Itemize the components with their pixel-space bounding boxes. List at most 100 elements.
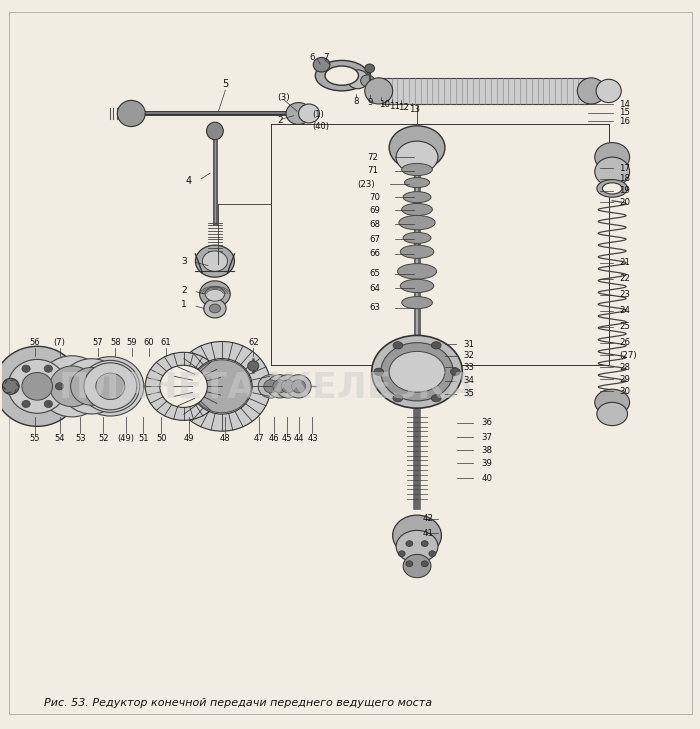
Ellipse shape (206, 122, 223, 140)
Text: 38: 38 (482, 446, 493, 455)
Text: 2: 2 (181, 286, 187, 295)
Ellipse shape (0, 346, 80, 426)
Ellipse shape (396, 531, 438, 562)
Ellipse shape (286, 103, 311, 125)
Text: (27): (27) (620, 351, 637, 359)
Text: 42: 42 (422, 514, 433, 523)
Ellipse shape (402, 297, 433, 309)
Ellipse shape (431, 342, 441, 349)
Text: 7: 7 (323, 53, 329, 62)
Ellipse shape (596, 79, 621, 103)
Ellipse shape (38, 356, 106, 417)
Text: 40: 40 (482, 474, 493, 483)
Ellipse shape (451, 368, 461, 375)
Text: (23): (23) (358, 179, 375, 189)
Ellipse shape (205, 286, 225, 301)
Ellipse shape (192, 359, 252, 414)
Text: 63: 63 (369, 303, 380, 312)
Text: 44: 44 (293, 434, 304, 443)
Ellipse shape (372, 335, 462, 408)
Ellipse shape (365, 64, 374, 73)
Ellipse shape (374, 368, 384, 375)
Text: (40): (40) (312, 122, 330, 131)
Text: 68: 68 (369, 219, 380, 229)
Text: 31: 31 (463, 340, 475, 348)
Text: (1): (1) (312, 110, 324, 120)
Text: 59: 59 (127, 338, 137, 347)
Ellipse shape (81, 360, 140, 413)
Text: 65: 65 (369, 269, 380, 278)
Text: 20: 20 (620, 198, 630, 207)
Ellipse shape (160, 365, 207, 408)
Ellipse shape (403, 192, 431, 203)
Text: 29: 29 (620, 375, 630, 383)
Ellipse shape (431, 394, 441, 402)
Ellipse shape (393, 342, 402, 349)
Text: 49: 49 (184, 434, 195, 443)
Ellipse shape (360, 75, 374, 87)
Text: 9: 9 (368, 98, 373, 107)
Ellipse shape (55, 383, 64, 390)
Ellipse shape (578, 78, 606, 104)
Ellipse shape (406, 541, 413, 547)
Text: 16: 16 (620, 117, 630, 126)
Text: (7): (7) (54, 338, 65, 347)
Ellipse shape (173, 341, 271, 431)
Ellipse shape (595, 143, 629, 172)
Text: (3): (3) (278, 93, 290, 102)
Text: 43: 43 (307, 434, 318, 443)
Bar (382, 78, 588, 104)
Ellipse shape (597, 179, 627, 198)
Text: 1: 1 (181, 300, 187, 309)
Ellipse shape (94, 372, 127, 401)
Ellipse shape (84, 363, 137, 410)
Ellipse shape (393, 515, 442, 555)
Ellipse shape (209, 304, 220, 313)
Text: Рис. 53. Редуктор конечной передачи переднего ведущего моста: Рис. 53. Редуктор конечной передачи пере… (44, 698, 433, 708)
Ellipse shape (421, 541, 428, 547)
Ellipse shape (597, 402, 627, 426)
Text: 22: 22 (620, 274, 630, 283)
Ellipse shape (195, 245, 234, 277)
Text: 15: 15 (620, 108, 630, 117)
Text: 39: 39 (482, 459, 493, 468)
Ellipse shape (10, 383, 19, 390)
Ellipse shape (276, 375, 301, 398)
Text: 60: 60 (144, 338, 154, 347)
Ellipse shape (393, 394, 402, 402)
Ellipse shape (248, 361, 259, 371)
Ellipse shape (77, 356, 144, 416)
Ellipse shape (2, 378, 19, 394)
Text: 51: 51 (138, 434, 148, 443)
Ellipse shape (603, 183, 622, 194)
Text: 57: 57 (92, 338, 103, 347)
Text: 70: 70 (369, 192, 380, 202)
Text: 67: 67 (369, 235, 380, 244)
Ellipse shape (22, 400, 30, 408)
Ellipse shape (258, 375, 284, 398)
Text: ПЛАНЕТА ЖЕЛЕЗКА: ПЛАНЕТА ЖЕЛЕЗКА (60, 371, 475, 405)
Ellipse shape (315, 61, 368, 91)
Text: 19: 19 (620, 186, 630, 195)
Text: 24: 24 (620, 306, 630, 315)
Ellipse shape (403, 555, 431, 577)
Ellipse shape (204, 299, 226, 318)
Ellipse shape (292, 380, 305, 393)
Text: 23: 23 (620, 290, 630, 299)
Ellipse shape (118, 101, 145, 127)
Text: 37: 37 (482, 433, 493, 442)
Text: 45: 45 (281, 434, 292, 443)
Text: 64: 64 (369, 284, 380, 292)
Ellipse shape (92, 370, 129, 403)
Ellipse shape (347, 70, 368, 89)
Ellipse shape (202, 251, 228, 271)
Text: 8: 8 (353, 97, 358, 106)
Text: 21: 21 (620, 258, 630, 267)
Text: 28: 28 (620, 363, 630, 372)
Text: 52: 52 (98, 434, 108, 443)
Ellipse shape (44, 400, 52, 408)
Text: 41: 41 (422, 529, 433, 538)
Ellipse shape (405, 178, 430, 187)
Text: 47: 47 (253, 434, 264, 443)
Ellipse shape (402, 203, 433, 216)
